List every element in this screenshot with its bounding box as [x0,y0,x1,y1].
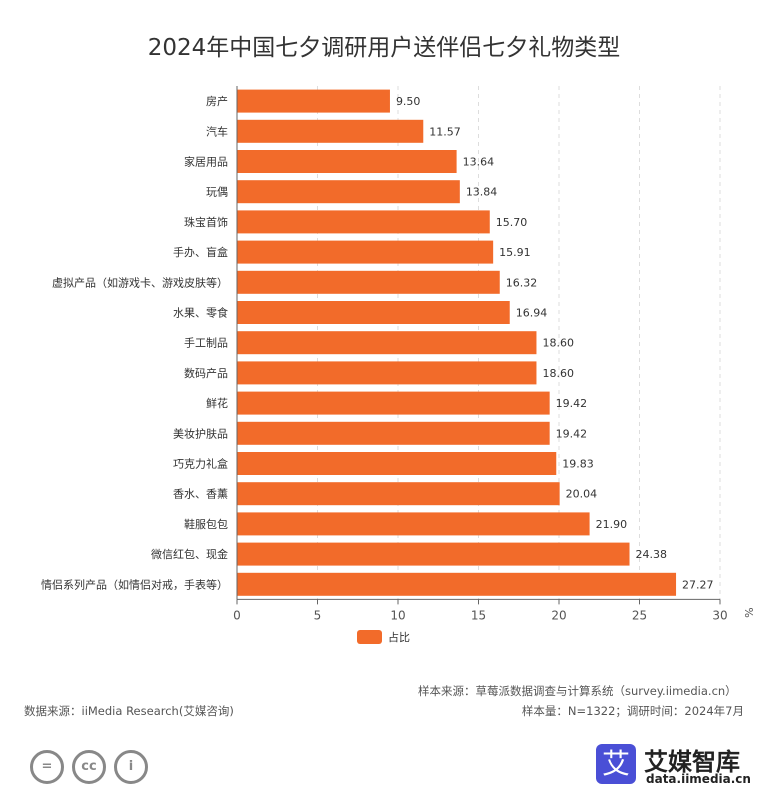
bar [237,119,424,143]
data-label: 19.83 [562,458,594,471]
chart-title: 2024年中国七夕调研用户送伴侣七夕礼物类型 [147,35,621,61]
by-icon: i [114,750,148,784]
bar [237,482,560,506]
nd-icon: = [30,750,64,784]
sample-info: 样本量：N=1322；调研时间：2024年7月 [521,704,744,718]
x-tick-label: 10 [390,608,405,622]
category-label: 手工制品 [184,336,228,350]
category-label: 巧克力礼盒 [173,457,228,471]
category-label: 水果、零食 [173,306,228,320]
x-tick-label: 5 [314,608,322,622]
data-label: 15.91 [499,246,531,259]
x-tick-label: 0 [233,608,241,622]
bar [237,240,494,264]
data-label: 19.42 [556,427,588,440]
x-tick-label: 20 [551,608,566,622]
data-label: 16.94 [516,307,548,320]
category-label: 鞋服包包 [184,517,228,531]
category-label: 微信红包、现金 [151,547,228,561]
data-label: 27.27 [682,578,714,591]
data-label: 11.57 [429,125,461,138]
data-label: 13.64 [463,156,495,169]
brand-logo: 艾 [596,744,636,784]
cc-icon: cc [72,750,106,784]
bar [237,572,677,596]
x-unit: % [742,607,755,617]
category-label: 珠宝首饰 [184,215,228,229]
data-label: 18.60 [542,367,574,380]
bar [237,361,537,385]
data-label: 19.42 [556,397,588,410]
x-tick-label: 30 [712,608,727,622]
x-tick-label: 25 [632,608,647,622]
data-label: 21.90 [596,518,628,531]
bar [237,210,490,234]
category-label: 家居用品 [184,155,228,169]
data-source: 数据来源：iiMedia Research(艾媒咨询) [24,704,234,718]
category-label: 鲜花 [206,396,228,410]
data-label: 18.60 [542,337,574,350]
category-label: 情侣系列产品（如情侣对戒，手表等） [41,577,228,591]
category-label: 玩偶 [206,186,228,199]
bar [237,180,460,204]
bar [237,301,510,324]
data-label: 15.70 [496,216,528,229]
bar [237,452,557,475]
category-label: 美妆护肤品 [173,426,228,440]
legend-label: 占比 [388,630,410,644]
bar [237,331,537,355]
x-tick-label: 15 [471,608,486,622]
data-label: 20.04 [566,488,598,501]
data-label: 9.50 [396,95,421,108]
data-label: 13.84 [466,186,498,199]
bar [237,150,457,173]
category-label: 手办、盲盒 [173,245,228,259]
category-label: 数码产品 [184,366,228,380]
bar [237,391,550,415]
data-label: 24.38 [636,548,668,561]
category-label: 香水、香薰 [173,487,228,501]
bar-chart: 0 5 10 15 20 25 30 % 房产 9.50 汽车 11.57 家居用品 13.64 玩偶 13.… [41,86,755,644]
brand-name: 艾媒智库 [644,748,740,776]
bar [237,270,500,294]
category-label: 虚拟产品（如游戏卡、游戏皮肤等） [52,275,228,289]
category-label: 汽车 [206,124,228,138]
brand-url: data.iimedia.cn [646,772,751,786]
bar [237,89,390,113]
bar [237,542,630,566]
legend-swatch [357,630,382,644]
data-label: 16.32 [506,276,538,289]
sample-source: 样本来源：草莓派数据调查与计算系统（survey.iimedia.cn） [418,684,737,698]
category-label: 房产 [206,94,228,108]
bar [237,512,590,536]
bar [237,421,550,445]
